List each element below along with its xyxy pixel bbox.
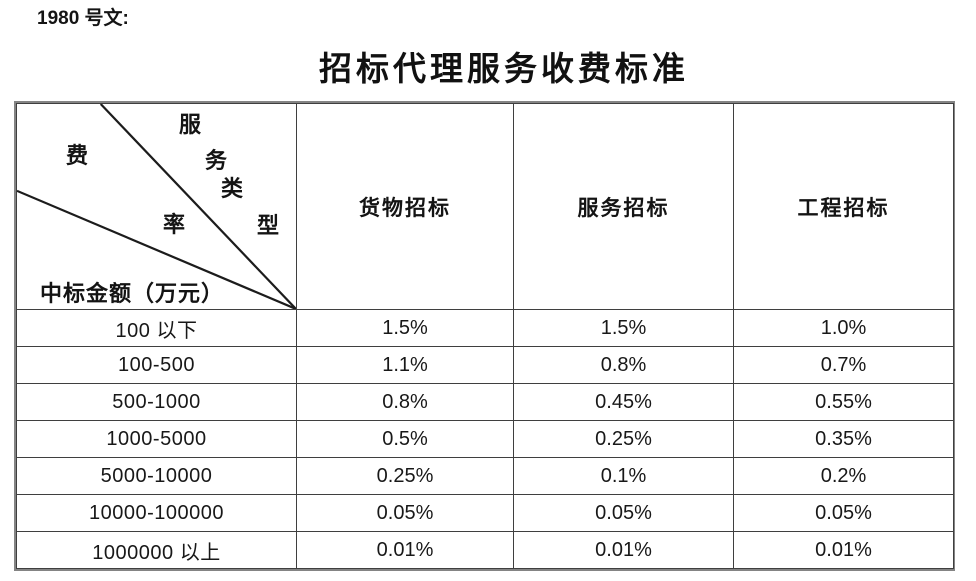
cell-engineering: 0.2% <box>733 457 954 495</box>
cell-engineering: 0.7% <box>733 346 954 384</box>
table-row: 5000-10000 0.25% 0.1% 0.2% <box>16 457 954 495</box>
cell-engineering: 0.35% <box>733 420 954 458</box>
cell-goods: 0.25% <box>296 457 514 495</box>
cell-engineering: 0.55% <box>733 383 954 421</box>
row-label: 100-500 <box>16 346 297 384</box>
corner-type-char-3: 类 <box>221 176 244 201</box>
diagonal-divider-lines <box>17 104 296 309</box>
cell-service: 0.1% <box>513 457 734 495</box>
cell-engineering: 0.01% <box>733 531 954 569</box>
cell-service: 0.05% <box>513 494 734 532</box>
row-label: 500-1000 <box>16 383 297 421</box>
page-title: 招标代理服务收费标准 <box>319 52 689 88</box>
table-corner-cell: 服 费 务 类 率 型 中标金额（万元） <box>16 103 297 310</box>
document-number-label: 1980 号文: <box>37 8 129 29</box>
corner-fee-char-1: 费 <box>66 143 89 168</box>
table-row: 100 以下 1.5% 1.5% 1.0% <box>16 309 954 347</box>
row-label: 1000000 以上 <box>16 531 297 569</box>
fee-standard-table: 服 费 务 类 率 型 中标金额（万元） 货物招标 服务招标 工程招标 100 … <box>16 103 954 569</box>
cell-goods: 0.8% <box>296 383 514 421</box>
cell-service: 0.8% <box>513 346 734 384</box>
fee-table-wrapper: 服 费 务 类 率 型 中标金额（万元） 货物招标 服务招标 工程招标 100 … <box>14 101 955 571</box>
cell-service: 0.01% <box>513 531 734 569</box>
cell-engineering: 1.0% <box>733 309 954 347</box>
table-row: 500-1000 0.8% 0.45% 0.55% <box>16 383 954 421</box>
row-label: 100 以下 <box>16 309 297 347</box>
corner-type-char-1: 服 <box>179 112 202 137</box>
table-row: 1000-5000 0.5% 0.25% 0.35% <box>16 420 954 458</box>
column-header-service: 服务招标 <box>513 103 734 310</box>
cell-goods: 0.01% <box>296 531 514 569</box>
cell-service: 0.45% <box>513 383 734 421</box>
cell-service: 1.5% <box>513 309 734 347</box>
table-row: 10000-100000 0.05% 0.05% 0.05% <box>16 494 954 532</box>
table-row: 100-500 1.1% 0.8% 0.7% <box>16 346 954 384</box>
row-label: 1000-5000 <box>16 420 297 458</box>
corner-fee-char-2: 率 <box>163 212 186 237</box>
corner-type-char-2: 务 <box>205 148 228 173</box>
cell-goods: 0.05% <box>296 494 514 532</box>
cell-goods: 0.5% <box>296 420 514 458</box>
cell-engineering: 0.05% <box>733 494 954 532</box>
row-label: 10000-100000 <box>16 494 297 532</box>
table-row: 1000000 以上 0.01% 0.01% 0.01% <box>16 531 954 569</box>
cell-goods: 1.5% <box>296 309 514 347</box>
corner-type-char-4: 型 <box>257 213 280 238</box>
column-header-engineering: 工程招标 <box>733 103 954 310</box>
header-row: 服 费 务 类 率 型 中标金额（万元） 货物招标 服务招标 工程招标 <box>16 103 954 310</box>
cell-goods: 1.1% <box>296 346 514 384</box>
row-label: 5000-10000 <box>16 457 297 495</box>
column-header-goods: 货物招标 <box>296 103 514 310</box>
corner-amount-axis-label: 中标金额（万元） <box>40 281 225 306</box>
cell-service: 0.25% <box>513 420 734 458</box>
